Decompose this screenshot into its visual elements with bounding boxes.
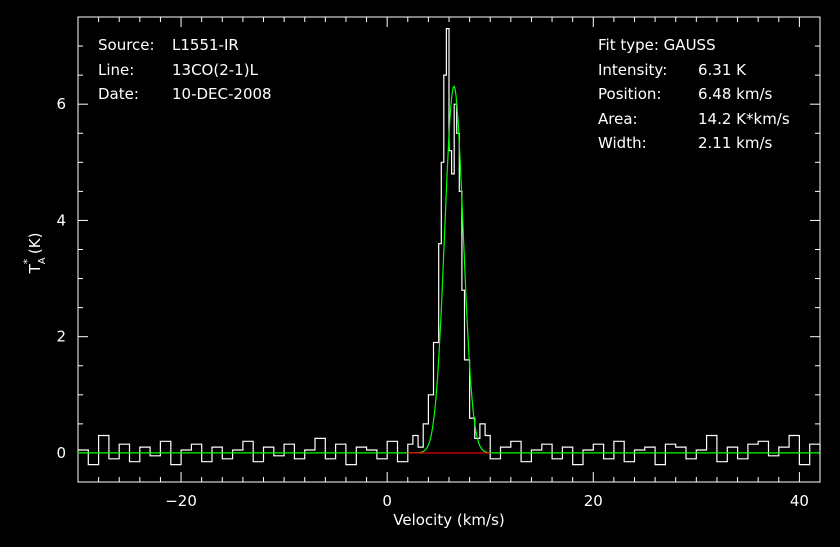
info-label: Line: bbox=[98, 60, 135, 79]
y-tick-label: 2 bbox=[56, 328, 66, 346]
info-row-source: Source: L1551-IR bbox=[98, 33, 272, 58]
y-axis-label: TA* (K) bbox=[21, 233, 48, 275]
fit-type: Fit type: GAUSS bbox=[598, 36, 716, 54]
x-tick-label: 20 bbox=[584, 492, 603, 510]
info-label: Source: bbox=[98, 36, 155, 54]
y-tick-label: 4 bbox=[56, 211, 66, 229]
y-tick-label: 0 bbox=[56, 444, 66, 462]
x-tick-label: −20 bbox=[165, 492, 197, 510]
fit-info: Fit type: GAUSS Intensity: 6.31 K Positio… bbox=[598, 33, 790, 156]
info-value: L1551-IR bbox=[172, 36, 239, 54]
x-axis-label: Velocity (km/s) bbox=[393, 511, 504, 529]
info-value: 10-DEC-2008 bbox=[172, 85, 272, 103]
info-value: 13CO(2-1)L bbox=[172, 60, 258, 79]
y-axis-ticks: 0 2 4 6 bbox=[56, 16, 820, 462]
x-tick-label: 40 bbox=[790, 492, 809, 510]
info-row-line: Line: 13CO(2-1)L bbox=[98, 58, 272, 83]
chart-traces bbox=[78, 28, 821, 466]
spectrum-series bbox=[78, 28, 821, 466]
fit-param-area: Area: 14.2 K*km/s bbox=[598, 109, 790, 128]
fit-param-width: Width: 2.11 km/s bbox=[598, 134, 773, 152]
x-tick-label: 0 bbox=[382, 492, 392, 510]
y-tick-label: 6 bbox=[56, 95, 66, 113]
svg-text:TA* (K): TA* (K) bbox=[21, 233, 48, 275]
gaussian-fit-series bbox=[78, 85, 819, 454]
fit-param-intensity: Intensity: 6.31 K bbox=[598, 60, 747, 79]
info-label: Date: bbox=[98, 85, 139, 103]
observation-info: Source: L1551-IR Line: 13CO(2-1)L Date: 10-… bbox=[98, 33, 272, 107]
x-axis-ticks: −20 0 20 40 bbox=[77, 17, 821, 510]
fit-param-position: Position: 6.48 km/s bbox=[598, 85, 773, 103]
info-row-date: Date: 10-DEC-2008 bbox=[98, 82, 272, 107]
